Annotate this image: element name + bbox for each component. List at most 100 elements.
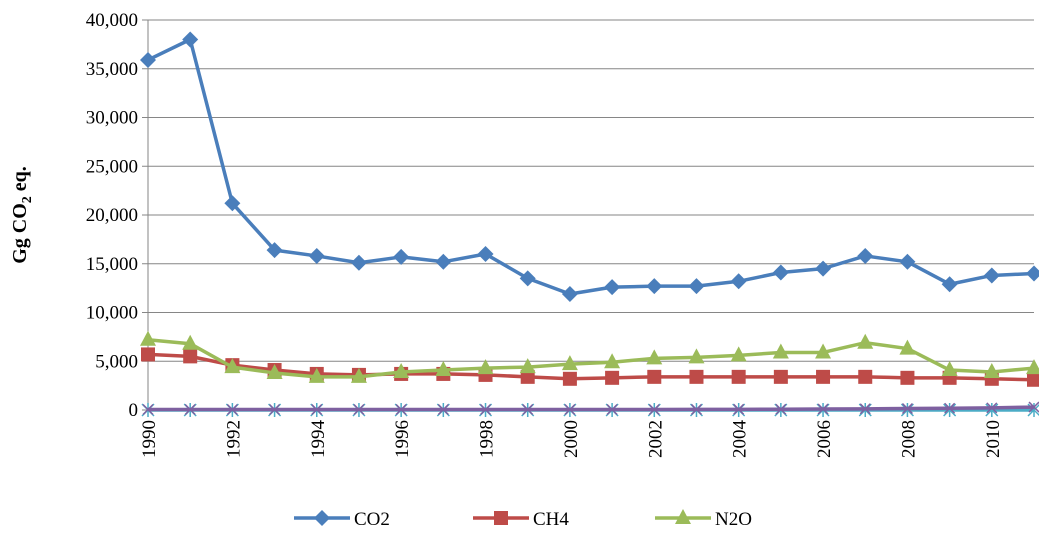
marker-stroke: [775, 403, 787, 415]
series-ch4-point: [858, 369, 873, 384]
series-ch4-point: [647, 369, 662, 384]
legend-label: CO2: [354, 509, 390, 530]
legend-label: CH4: [533, 509, 569, 530]
series-co2-point: [772, 264, 789, 281]
series-unnamed-3-point: [944, 402, 956, 414]
marker-stroke: [311, 403, 323, 416]
series-co2-point: [561, 285, 578, 302]
series-unnamed-3-point: [648, 403, 660, 416]
y-tick-label: 35,000: [86, 59, 138, 80]
marker-stroke: [944, 402, 956, 414]
marker-stroke: [859, 403, 871, 415]
series-ch4-point: [773, 369, 788, 384]
series-co2-point: [688, 278, 705, 295]
y-tick-label: 5,000: [95, 351, 138, 372]
series-n2o-point: [477, 359, 494, 375]
x-tick-label: 1990: [139, 420, 160, 458]
series-n2o-point: [435, 361, 452, 377]
legend-swatch-marker: [675, 509, 691, 524]
series-co2-point: [477, 246, 494, 262]
y-tick-label: 40,000: [86, 10, 138, 31]
series-unnamed-3-point: [269, 403, 281, 416]
marker-stroke: [690, 403, 703, 415]
series-n2o-point: [646, 349, 663, 365]
series-unnamed-3-point: [142, 403, 154, 416]
series-ch4-line: [147, 352, 1035, 382]
series-n2o-point: [182, 334, 199, 350]
series-ch4-point: [141, 347, 155, 362]
series-n2o-point: [519, 358, 536, 374]
series-ch4-point: [520, 369, 535, 384]
x-tick-label: 2004: [730, 420, 751, 459]
series-unnamed-3-point: [184, 403, 196, 416]
x-tick-label: 1992: [223, 420, 244, 458]
series-co2-point: [519, 270, 536, 287]
series-ch4-point: [900, 370, 915, 385]
series-co2-point: [140, 51, 156, 68]
series-unnamed-3-point: [606, 403, 618, 416]
series-co2-point: [435, 253, 452, 270]
series-ch4-point: [562, 371, 577, 386]
marker-stroke: [522, 403, 534, 416]
series-unnamed-3-point: [437, 403, 449, 416]
y-tick-label: 15,000: [86, 254, 138, 275]
marker-stroke: [733, 403, 745, 415]
series-co2-point: [1026, 265, 1039, 282]
series-ch4-point: [816, 369, 831, 384]
series-co2: [140, 31, 1039, 302]
y-tick-label: 10,000: [86, 303, 138, 324]
marker-stroke: [1028, 401, 1039, 413]
marker-stroke: [479, 403, 492, 416]
marker-stroke: [817, 403, 829, 415]
series-unnamed-3-line: [148, 405, 1035, 412]
series-n2o-point: [730, 346, 747, 362]
series-unnamed-3-point: [901, 403, 913, 415]
series-n2o-point: [561, 355, 578, 371]
marker-stroke: [395, 403, 407, 416]
x-tick-label: 2000: [561, 420, 582, 458]
series-unnamed-3-point: [859, 403, 871, 415]
series-n2o-point: [983, 362, 1000, 378]
series-n2o-line: [147, 338, 1035, 379]
series-ch4-point: [183, 349, 198, 364]
series-n2o-point: [604, 353, 621, 369]
legend-item-co2: CO2: [294, 509, 390, 530]
series-co2-point: [182, 31, 199, 48]
legend-label: N2O: [715, 509, 752, 530]
legend-item-ch4: CH4: [473, 509, 569, 530]
y-tick-label: 25,000: [86, 156, 138, 177]
y-tick-label: 30,000: [86, 108, 138, 129]
x-tick-label: 1998: [477, 420, 498, 458]
series-n2o-point: [941, 361, 958, 377]
y-tick-label: 0: [129, 400, 139, 421]
series-co2-point: [730, 273, 747, 290]
series-co2-point: [266, 242, 283, 259]
y-tick-labels: 0 5,000 10,000 15,000 20,000 25,000 30,000 35,0…: [86, 10, 138, 421]
series-co2-point: [308, 247, 325, 264]
series-n2o-point: [266, 363, 283, 379]
series-n2o-point: [140, 330, 156, 346]
series-unnamed-3-point: [775, 403, 787, 415]
legend-swatch-marker: [314, 510, 330, 526]
y-tick-label: 20,000: [86, 205, 138, 226]
series-n2o-point: [1026, 359, 1039, 375]
x-tick-label: 1996: [392, 420, 413, 458]
x-tick-label: 1994: [308, 420, 329, 459]
series-co2-point: [815, 260, 832, 277]
series-co2-point: [899, 253, 916, 270]
legend: CO2 CH4 N2O: [294, 509, 752, 530]
series-unnamed-3-point: [817, 403, 829, 415]
series-co2-point: [604, 279, 621, 296]
series-n2o-point: [350, 367, 367, 383]
marker-stroke: [648, 403, 660, 416]
series-n2o-point: [224, 358, 241, 374]
series-co2-point: [941, 276, 958, 293]
series-unnamed-3-point: [479, 403, 492, 416]
gridlines: [148, 19, 1034, 362]
series-co2-point: [646, 278, 663, 295]
marker-stroke: [986, 402, 998, 414]
series-n2o-point: [308, 367, 325, 383]
series-co2-point: [350, 254, 367, 271]
y-axis-label: Gg CO2 eq.: [9, 166, 35, 264]
series-n2o-point: [857, 333, 874, 349]
